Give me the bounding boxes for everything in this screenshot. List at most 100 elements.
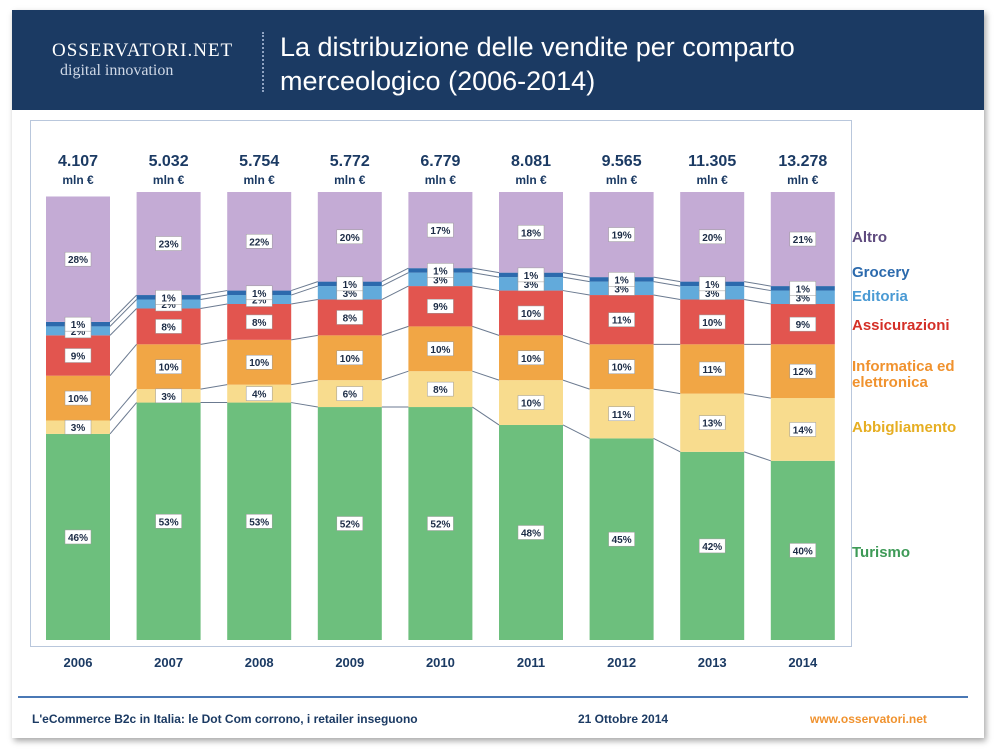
label-box [64, 316, 92, 332]
data-label: 18% [521, 228, 541, 239]
connector [291, 334, 318, 341]
label-box [789, 363, 817, 379]
data-label: 3% [796, 293, 811, 304]
data-label: 1% [433, 266, 448, 277]
total-label: 4.107 [58, 153, 98, 170]
x-tick-label: 2010 [426, 655, 455, 670]
label-box [427, 516, 454, 531]
label-box [336, 276, 364, 292]
footer-line [18, 696, 968, 698]
data-label: 3% [524, 280, 539, 291]
label-box [608, 312, 635, 327]
chart-panel [30, 120, 852, 647]
x-tick-label: 2012 [607, 655, 636, 670]
connector [291, 285, 318, 296]
label-box [64, 348, 92, 363]
connector [653, 437, 681, 453]
label-box [245, 285, 273, 301]
connector [291, 299, 318, 305]
data-label: 28% [68, 255, 88, 266]
total-label: 5.032 [149, 153, 189, 170]
data-label: 40% [793, 546, 813, 557]
connector [472, 267, 500, 274]
data-label: 23% [159, 240, 179, 251]
title: La distribuzione delle vendite per compa… [280, 32, 795, 96]
label-box [517, 267, 545, 283]
data-label: 9% [433, 302, 448, 313]
total-unit: mln € [153, 173, 185, 187]
total-unit: mln € [606, 173, 638, 187]
data-label: 1% [161, 293, 176, 304]
data-label: 8% [433, 385, 448, 396]
total-label: 9.565 [602, 153, 642, 170]
data-label: 46% [68, 533, 88, 544]
connector [200, 303, 228, 309]
data-label: 10% [521, 354, 541, 365]
label-box [155, 319, 182, 334]
label-box [608, 359, 635, 374]
total-label: 11.305 [688, 153, 736, 170]
label-box [789, 316, 817, 332]
connector [381, 267, 409, 283]
connector [472, 325, 500, 336]
footer-subject: L'eCommerce B2c in Italia: le Dot Com co… [32, 712, 418, 726]
data-label: 13% [702, 419, 722, 430]
data-label: 52% [340, 520, 360, 531]
x-tick-label: 2008 [245, 655, 274, 670]
connector [472, 285, 500, 292]
x-tick-label: 2009 [335, 655, 364, 670]
total-unit: mln € [425, 173, 457, 187]
connector [562, 290, 590, 296]
footer-date: 21 Ottobre 2014 [578, 712, 669, 726]
label-box [698, 538, 726, 554]
label-box [336, 350, 364, 366]
data-label: 1% [796, 284, 811, 295]
connector [291, 379, 318, 386]
label-box [698, 314, 726, 330]
legend-entry: Altro [852, 229, 887, 246]
data-label: 52% [430, 520, 450, 531]
data-label: 8% [343, 313, 358, 324]
connector [109, 294, 137, 323]
label-box [336, 516, 364, 531]
data-label: 2% [71, 327, 86, 338]
data-label: 1% [614, 275, 629, 286]
legend-entry: Editoria [852, 288, 908, 305]
label-box [64, 390, 92, 406]
data-label: 10% [430, 345, 450, 356]
label-box [155, 236, 182, 251]
label-box [789, 231, 817, 247]
connector [744, 299, 771, 305]
label-box [427, 381, 454, 397]
legend-entry: Assicurazioni [852, 317, 950, 334]
connector [562, 424, 590, 439]
connector [291, 281, 318, 292]
data-label: 10% [249, 358, 269, 369]
label-box [608, 531, 635, 547]
separator [262, 32, 264, 92]
connector [653, 388, 681, 395]
data-label: 1% [71, 320, 86, 331]
connector [744, 285, 771, 292]
data-label: 11% [612, 410, 632, 421]
data-label: 3% [343, 289, 358, 300]
data-label: 1% [524, 271, 539, 282]
label-box [789, 543, 817, 558]
data-label: 22% [249, 237, 269, 248]
connector [744, 393, 771, 399]
label-box [789, 422, 817, 437]
label-box [698, 415, 726, 430]
data-label: 3% [71, 423, 86, 434]
total-unit: mln € [697, 173, 729, 187]
total-label: 13.278 [778, 153, 827, 170]
total-unit: mln € [787, 173, 819, 187]
x-tick-label: 2006 [64, 655, 93, 670]
label-box [245, 514, 273, 529]
connector [744, 451, 771, 462]
label-box [245, 314, 273, 330]
connector [109, 308, 137, 336]
legend-entry: Grocery [852, 264, 910, 281]
label-box [608, 227, 635, 242]
